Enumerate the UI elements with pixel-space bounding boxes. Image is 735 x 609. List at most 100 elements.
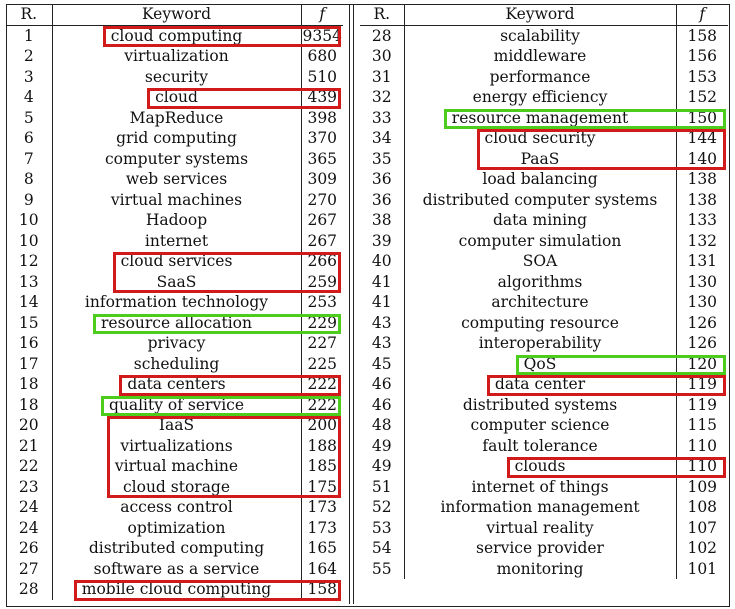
frequency-cell: 156 — [675, 46, 728, 67]
frequency-cell: 131 — [675, 251, 728, 272]
frequency-cell: 267 — [300, 230, 343, 251]
rank-cell: 2 — [6, 46, 53, 67]
rank-cell: 8 — [6, 169, 53, 190]
rank-cell: 26 — [6, 538, 53, 559]
rank-cell: 49 — [360, 435, 405, 456]
table-row: 9 virtual machines 270 — [6, 189, 343, 210]
table-row: 4 cloud 439 — [6, 87, 343, 108]
frequency-cell: 270 — [300, 189, 343, 210]
rank-cell: 3 — [6, 66, 53, 87]
keyword-cell: virtual machine — [114, 457, 239, 475]
rank-cell: 49 — [360, 456, 405, 477]
keyword-cell: cloud security — [484, 129, 596, 147]
table-row: 10 Hadoop 267 — [6, 210, 343, 231]
keyword-cell: clouds — [514, 457, 566, 475]
keyword-cell: internet of things — [471, 477, 609, 496]
keyword-cell: data centers — [127, 375, 226, 393]
frequency-cell: 120 — [675, 353, 728, 374]
keyword-cell: access control — [120, 498, 233, 516]
frequency-cell: 200 — [300, 415, 343, 436]
frequency-cell: 222 — [300, 374, 343, 395]
table-row: 24 access control 173 — [6, 497, 343, 518]
keyword-cell: data center — [494, 375, 586, 393]
rank-cell: 1 — [6, 25, 53, 46]
rank-cell: 31 — [360, 66, 405, 87]
rank-cell: 28 — [6, 579, 53, 600]
rank-cell: 38 — [360, 210, 405, 231]
rank-cell: 36 — [360, 169, 405, 190]
table-row: 20 IaaS 200 — [6, 415, 343, 436]
frequency-cell: 144 — [675, 128, 728, 149]
frequency-cell: 173 — [300, 517, 343, 538]
keyword-cell: scalability — [500, 26, 580, 45]
frequency-cell: 119 — [675, 374, 728, 395]
table-row: 32 energy efficiency 152 — [360, 87, 728, 108]
frequency-cell: 102 — [675, 538, 728, 559]
frequency-cell: 225 — [300, 353, 343, 374]
keyword-cell: computer science — [470, 416, 610, 434]
keyword-cell: virtualizations — [120, 436, 233, 455]
keyword-cell: performance — [489, 67, 591, 86]
rank-cell: 24 — [6, 517, 53, 538]
frequency-cell: 9354 — [300, 25, 343, 46]
frequency-cell: 130 — [675, 271, 728, 292]
keyword-cell: mobile cloud computing — [81, 580, 272, 598]
keyword-cell: middleware — [493, 47, 587, 65]
keyword-cell: energy efficiency — [472, 88, 608, 106]
keyword-cell: service provider — [476, 539, 604, 557]
table-row: 5 MapReduce 398 — [6, 107, 343, 128]
table-row: 6 grid computing 370 — [6, 128, 343, 149]
table-row: 1 cloud computing 9354 — [6, 25, 343, 46]
rank-cell: 24 — [6, 497, 53, 518]
table-row: 36 distributed computer systems 138 — [360, 189, 728, 210]
rank-cell: 40 — [360, 251, 405, 272]
keyword-cell: IaaS — [158, 416, 195, 434]
keyword-cell: cloud — [155, 88, 198, 106]
rank-cell: 39 — [360, 230, 405, 251]
table-row: 54 service provider 102 — [360, 538, 728, 559]
frequency-cell: 130 — [675, 292, 728, 313]
header-row: R. Keyword f — [360, 4, 728, 26]
rank-cell: 43 — [360, 333, 405, 354]
rank-cell: 52 — [360, 497, 405, 518]
frequency-cell: 309 — [300, 169, 343, 190]
frequency-cell: 370 — [300, 128, 343, 149]
keyword-cell: cloud computing — [110, 26, 243, 45]
frequency-cell: 510 — [300, 66, 343, 87]
rank-cell: 41 — [360, 271, 405, 292]
table-row: 38 data mining 133 — [360, 210, 728, 231]
rank-cell: 32 — [360, 87, 405, 108]
frequency-cell: 266 — [300, 251, 343, 272]
left-table-body: 1 cloud computing 9354 2 virtualization 680 3 s… — [6, 25, 343, 600]
table-row: 41 algorithms 130 — [360, 271, 728, 292]
frequency-cell: 185 — [300, 456, 343, 477]
table-row: 10 internet 267 — [6, 230, 343, 251]
frequency-cell: 152 — [675, 87, 728, 108]
frequency-cell: 680 — [300, 46, 343, 67]
frequency-cell: 109 — [675, 476, 728, 497]
table-row: 52 information management 108 — [360, 497, 728, 518]
keyword-cell: web services — [125, 170, 228, 188]
rank-cell: 18 — [6, 374, 53, 395]
table-row: 17 scheduling 225 — [6, 353, 343, 374]
rank-cell: 12 — [6, 251, 53, 272]
table-row: 15 resource allocation 229 — [6, 312, 343, 333]
keyword-cell: load balancing — [482, 170, 598, 188]
keyword-cell: distributed systems — [462, 395, 618, 414]
keyword-cell: architecture — [491, 293, 589, 311]
frequency-cell: 259 — [300, 271, 343, 292]
frequency-cell: 101 — [675, 558, 728, 579]
rank-cell: 34 — [360, 128, 405, 149]
frequency-cell: 115 — [675, 415, 728, 436]
table-row: 46 distributed systems 119 — [360, 394, 728, 415]
rank-cell: 4 — [6, 87, 53, 108]
keyword-cell: virtual machines — [110, 190, 243, 209]
table-row: 12 cloud services 266 — [6, 251, 343, 272]
keyword-cell: QoS — [523, 354, 557, 373]
frequency-cell: 140 — [675, 148, 728, 169]
frequency-cell: 153 — [675, 66, 728, 87]
rank-cell: 35 — [360, 148, 405, 169]
keyword-cell: monitoring — [496, 559, 584, 578]
table-row: 55 monitoring 101 — [360, 558, 728, 579]
frequency-cell: 107 — [675, 517, 728, 538]
